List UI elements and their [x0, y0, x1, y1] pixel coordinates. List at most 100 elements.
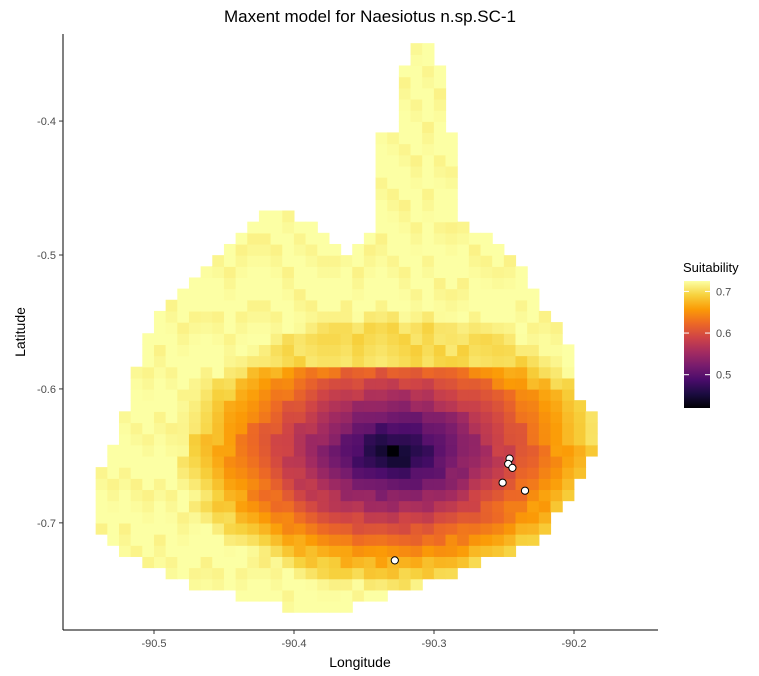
raster-cell — [527, 299, 540, 312]
raster-cell — [258, 243, 272, 256]
raster-cell — [422, 366, 435, 379]
raster-cell — [247, 589, 260, 602]
raster-cell — [200, 444, 213, 457]
raster-cell — [317, 243, 330, 256]
raster-cell — [503, 288, 517, 301]
raster-cell — [515, 310, 528, 323]
raster-cell — [130, 444, 143, 457]
raster-cell — [433, 567, 447, 580]
raster-cell — [492, 411, 505, 424]
raster-cell — [433, 277, 447, 290]
raster-cell — [247, 277, 260, 290]
raster-cell — [317, 467, 330, 479]
raster-cell — [258, 444, 272, 457]
raster-cell — [410, 344, 423, 357]
raster-cell — [258, 221, 272, 234]
raster-cell — [375, 243, 388, 256]
raster-cell — [282, 522, 295, 535]
raster-cell — [573, 444, 587, 457]
raster-cell — [410, 355, 423, 368]
raster-cell — [247, 444, 260, 457]
raster-cell — [410, 322, 423, 334]
raster-cell — [247, 500, 260, 513]
raster-cell — [305, 288, 318, 301]
raster-cell — [410, 578, 423, 591]
raster-cell — [328, 389, 342, 401]
occurrence-points — [390, 454, 530, 565]
raster-cell — [410, 98, 423, 111]
raster-cell — [550, 366, 563, 379]
raster-cell — [433, 232, 447, 245]
raster-cell — [142, 455, 155, 468]
raster-cell — [398, 444, 412, 457]
raster-cell — [340, 266, 353, 279]
raster-cell — [212, 578, 225, 591]
raster-cell — [480, 266, 493, 279]
raster-cell — [165, 333, 178, 345]
raster-cell — [200, 411, 213, 424]
raster-cell — [247, 455, 260, 468]
raster-cell — [375, 266, 388, 279]
raster-cell — [503, 333, 517, 345]
raster-cell — [468, 444, 482, 457]
raster-cell — [503, 277, 517, 290]
raster-cell — [375, 143, 388, 156]
raster-cell — [165, 522, 178, 535]
raster-cell — [177, 534, 190, 546]
raster-cell — [363, 500, 377, 513]
raster-cell — [480, 455, 493, 468]
raster-cell — [200, 344, 213, 357]
raster-cell — [317, 600, 330, 613]
raster-cell — [235, 545, 248, 557]
raster-cell — [433, 310, 447, 323]
raster-cell — [445, 232, 458, 245]
raster-cell — [363, 277, 377, 290]
raster-cell — [165, 467, 178, 479]
raster-cell — [398, 400, 412, 412]
raster-cell — [363, 355, 377, 368]
raster-cell — [375, 500, 388, 513]
raster-cell — [340, 277, 353, 290]
raster-cell — [247, 411, 260, 424]
raster-cell — [398, 299, 412, 312]
raster-cell — [480, 366, 493, 379]
raster-cell — [550, 389, 563, 401]
raster-cell — [410, 545, 423, 557]
raster-cell — [387, 400, 400, 412]
raster-cell — [398, 478, 412, 491]
raster-cell — [107, 500, 120, 513]
raster-cell — [573, 433, 587, 446]
raster-cell — [503, 534, 517, 546]
raster-cell — [398, 199, 412, 212]
raster-cell — [562, 467, 575, 479]
raster-cell — [422, 400, 435, 412]
raster-cell — [410, 455, 423, 468]
raster-cell — [492, 243, 505, 256]
raster-cell — [282, 589, 295, 602]
raster-cell — [235, 344, 248, 357]
raster-cell — [445, 489, 458, 502]
raster-cell — [468, 355, 482, 368]
raster-cell — [422, 511, 435, 524]
raster-cell — [165, 478, 178, 491]
raster-cell — [293, 455, 307, 468]
raster-cell — [352, 511, 365, 524]
x-axis-title: Longitude — [329, 654, 391, 670]
raster-cell — [550, 433, 563, 446]
raster-cell — [410, 188, 423, 200]
raster-cell — [457, 288, 470, 301]
raster-cell — [235, 299, 248, 312]
raster-cell — [433, 221, 447, 234]
raster-cell — [387, 255, 400, 267]
raster-cell — [317, 422, 330, 435]
raster-cell — [212, 455, 225, 468]
raster-cell — [422, 355, 435, 368]
raster-cell — [410, 288, 423, 301]
raster-cell — [118, 511, 132, 524]
raster-cell — [410, 500, 423, 513]
raster-cell — [223, 243, 237, 256]
raster-cell — [457, 377, 470, 390]
raster-cell — [550, 455, 563, 468]
raster-cell — [468, 232, 482, 245]
y-tick-label: -0.4 — [37, 116, 56, 128]
